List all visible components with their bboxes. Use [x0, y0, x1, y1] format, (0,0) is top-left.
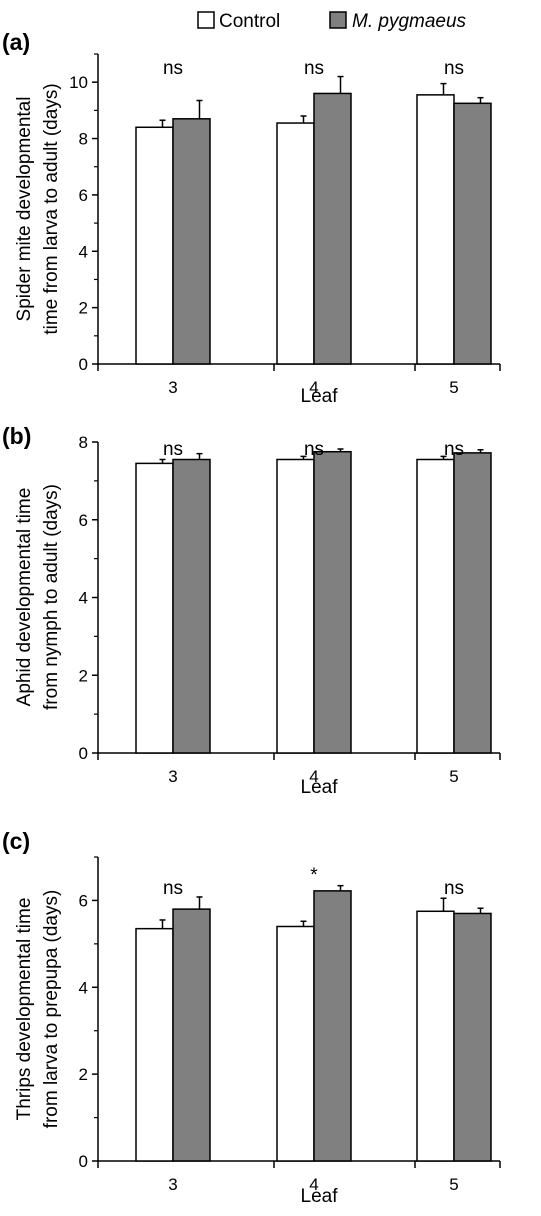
bar-treatment — [313, 92, 352, 365]
y-tick-label: 2 — [79, 1065, 88, 1084]
x-tick-label: 4 — [309, 767, 318, 786]
bar-treatment — [453, 452, 492, 754]
y-axis-title-line: time from larva to adult (days) — [41, 83, 62, 334]
significance-label: ns — [163, 439, 183, 460]
x-tick-label: 5 — [449, 1175, 458, 1194]
bar-treatment — [453, 912, 492, 1162]
x-tick-label: 4 — [309, 378, 318, 397]
bar-treatment — [172, 118, 211, 365]
y-tick-label: 4 — [79, 589, 88, 608]
bar-control — [416, 94, 455, 365]
x-tick-label: 3 — [168, 767, 177, 786]
bar-control — [135, 927, 174, 1162]
panel-3: (c) 0 2 4 6 3 4 5 ns * ns Leaf Thrips developmental … — [2, 828, 501, 1207]
legend-swatch-treatment — [329, 11, 347, 29]
bar-control — [135, 462, 174, 754]
significance-label: ns — [304, 58, 324, 79]
panel-label: (c) — [2, 828, 30, 854]
significance-label: ns — [163, 58, 183, 79]
y-tick-label: 6 — [79, 186, 88, 205]
y-axis-title-line: Spider mite developmental — [14, 97, 35, 322]
y-tick-label: 8 — [79, 433, 88, 452]
bar-treatment — [313, 450, 352, 754]
y-tick-label: 2 — [79, 299, 88, 318]
bar-control — [276, 458, 315, 754]
bar-control — [135, 126, 174, 365]
significance-label: ns — [304, 439, 324, 460]
y-tick-label: 8 — [79, 130, 88, 149]
y-axis-title-line: Aphid developmental time — [14, 488, 35, 707]
panels: (a) 0 2 4 6 8 10 3 4 5 ns ns ns Leaf Spider mite devel… — [2, 29, 501, 1207]
legend-label-control: Control — [219, 11, 280, 32]
panel-1: (a) 0 2 4 6 8 10 3 4 5 ns ns ns Leaf Spider mite devel… — [2, 29, 501, 407]
x-axis-title: Leaf — [301, 777, 339, 798]
significance-label: ns — [163, 878, 183, 899]
x-tick-label: 3 — [168, 378, 177, 397]
panel-2: (b) 0 2 4 6 8 3 4 5 ns ns ns Leaf Aphid developmental… — [2, 423, 501, 798]
y-axis-title-line: Thrips developmental time — [14, 898, 35, 1121]
y-tick-label: 0 — [79, 744, 88, 763]
bar-control — [276, 122, 315, 365]
x-tick-label: 3 — [168, 1175, 177, 1194]
y-tick-label: 2 — [79, 666, 88, 685]
y-tick-label: 6 — [79, 511, 88, 530]
bar-control — [416, 910, 455, 1162]
bar-treatment — [313, 890, 352, 1162]
bar-control — [416, 458, 455, 754]
panel-label: (b) — [2, 423, 31, 449]
y-tick-label: 4 — [79, 978, 88, 997]
significance-label: ns — [444, 878, 464, 899]
legend-swatch-control — [197, 11, 215, 29]
y-tick-label: 10 — [69, 73, 88, 92]
x-tick-label: 5 — [449, 767, 458, 786]
bar-treatment — [453, 102, 492, 365]
significance-label: ns — [444, 439, 464, 460]
significance-label: * — [310, 865, 318, 886]
bar-treatment — [172, 458, 211, 754]
significance-label: ns — [444, 58, 464, 79]
x-tick-label: 4 — [309, 1175, 318, 1194]
y-tick-label: 0 — [79, 1152, 88, 1171]
y-tick-label: 6 — [79, 891, 88, 910]
y-tick-label: 4 — [79, 242, 88, 261]
panel-label: (a) — [2, 29, 30, 55]
y-axis-title-line: from nymph to adult (days) — [41, 484, 62, 710]
y-axis-title-line: from larva to prepupa (days) — [41, 890, 62, 1129]
legend: Control M. pygmaeus — [197, 11, 467, 32]
legend-label-treatment: M. pygmaeus — [352, 11, 467, 32]
x-tick-label: 5 — [449, 378, 458, 397]
y-tick-label: 0 — [79, 355, 88, 374]
x-axis-title: Leaf — [301, 386, 339, 407]
bar-control — [276, 925, 315, 1162]
bar-treatment — [172, 908, 211, 1162]
x-axis-title: Leaf — [301, 1186, 339, 1207]
